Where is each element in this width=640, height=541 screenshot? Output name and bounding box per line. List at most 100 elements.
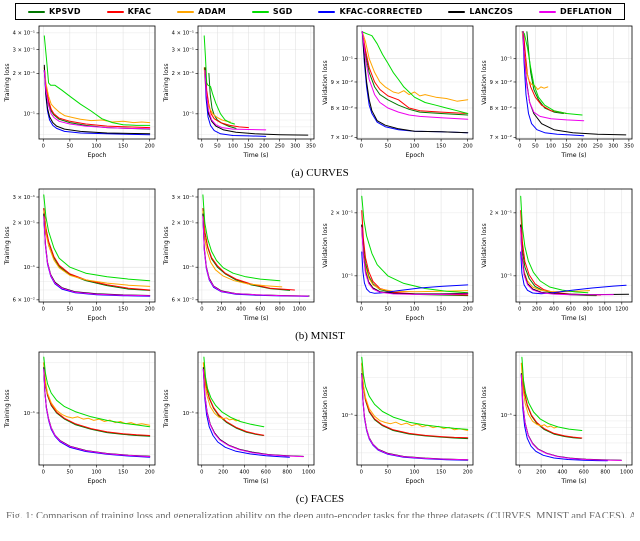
plot-canvas: 0 200 400 600 800 1000 1200 2 × 10⁻¹ 10⁻¹ Time (s…	[481, 188, 633, 322]
series-line-kfac	[361, 31, 469, 114]
x-tick-label: 200	[463, 470, 473, 476]
series-line-kfac-corrected	[43, 216, 151, 297]
legend-item-kpsvd: KPSVD	[28, 7, 81, 16]
series-line-deflation	[520, 374, 622, 461]
x-tick-label: 150	[436, 307, 446, 313]
x-tick-label: 800	[282, 470, 292, 476]
x-tick-label: 150	[436, 144, 446, 150]
series-line-lanczos	[361, 224, 469, 295]
x-tick-label: 100	[410, 470, 420, 476]
plot-canvas: 0 50 100 150 200 250 300 350 10⁻¹ 9 × 10⁻² 8 × 10⁻…	[481, 25, 634, 159]
series-line-kfac	[520, 210, 602, 296]
plot-frame	[515, 188, 633, 303]
x-tick-label: 250	[593, 144, 603, 150]
plot-frame	[197, 188, 315, 303]
series-line-kpsvd	[361, 31, 469, 116]
series-line-sgd	[361, 195, 469, 294]
y-tick-label: 8 × 10⁻²	[490, 106, 512, 112]
figure-caption-clipped: Fig. 1: Comparison of training loss and …	[6, 510, 634, 518]
series-line-sgd	[361, 31, 469, 114]
x-tick-label: 200	[532, 307, 542, 313]
series-line-adam	[43, 67, 151, 124]
x-tick-label: 0	[42, 144, 45, 150]
x-axis-label: Time (s)	[560, 315, 586, 322]
plot-frame	[515, 351, 633, 466]
y-axis-label: Validation loss	[481, 60, 488, 104]
row-caption-faces: (c) FACES	[295, 493, 345, 505]
legend-label: SGD	[272, 7, 293, 16]
series-line-deflation	[43, 216, 151, 297]
x-tick-label: 100	[92, 144, 102, 150]
y-tick-label: 3 × 10⁻¹	[13, 195, 35, 201]
plot-canvas: 0 50 100 150 200 2 × 10⁻¹ 10⁻¹ Epoch Validation …	[322, 188, 474, 322]
x-tick-label: 150	[118, 307, 128, 313]
y-tick-label: 3 × 10⁻¹	[172, 47, 194, 53]
x-tick-label: 50	[532, 144, 539, 150]
y-tick-label: 2 × 10⁻¹	[490, 211, 512, 217]
plot-frame	[515, 25, 633, 140]
series-line-deflation	[202, 368, 304, 458]
series-group	[43, 194, 151, 297]
x-tick-label: 200	[463, 144, 473, 150]
x-tick-label: 200	[145, 144, 155, 150]
legend-item-lanczos: LANCZOS	[448, 7, 513, 16]
x-tick-label: 0	[42, 470, 45, 476]
plot-canvas: 0 200 400 600 800 1000 10⁻¹ Time (s) Training lo…	[163, 351, 315, 485]
y-tick-label: 2 × 10⁻¹	[331, 211, 353, 217]
x-tick-label: 350	[624, 144, 634, 150]
adam-line-swatch-icon	[177, 10, 195, 13]
x-tick-label: 800	[583, 307, 593, 313]
legend-label: DEFLATION	[560, 7, 612, 16]
x-tick-label: 150	[562, 144, 572, 150]
series-line-kpsvd	[43, 208, 151, 291]
y-tick-label: 10⁻¹	[342, 274, 353, 280]
y-tick-label: 10⁻¹	[24, 411, 35, 417]
x-tick-label: 400	[558, 470, 568, 476]
plot-faces-training-loss-epoch: 0 50 100 150 200 10⁻¹ Epoch Training loss	[2, 346, 161, 492]
series-group	[361, 31, 469, 134]
series-line-sgd	[203, 356, 265, 428]
x-axis-label: Time (s)	[242, 152, 268, 159]
series-line-deflation	[361, 31, 469, 120]
sgd-line-swatch-icon	[251, 10, 269, 13]
x-tick-label: 600	[261, 470, 271, 476]
series-line-lanczos	[361, 31, 469, 134]
plot-mnist-training-loss-time: 0 200 400 600 800 1000 3 × 10⁻¹ 2 × 10⁻¹ 10⁻¹ 6 ×…	[161, 183, 320, 329]
series-line-kpsvd	[202, 208, 291, 291]
series-line-sgd	[521, 356, 583, 431]
series-group	[202, 194, 310, 297]
legend-label: KPSVD	[49, 7, 81, 16]
series-line-kfac	[361, 210, 469, 296]
plot-frame	[38, 188, 156, 303]
series-group	[521, 31, 627, 137]
x-tick-label: 1200	[615, 307, 628, 313]
y-tick-label: 10⁻¹	[501, 274, 512, 280]
x-tick-label: 0	[200, 144, 203, 150]
x-tick-label: 0	[360, 307, 363, 313]
x-tick-label: 50	[67, 307, 74, 313]
plot-mnist-validation-loss-time: 0 200 400 600 800 1000 1200 2 × 10⁻¹ 10⁻¹ Time (s…	[479, 183, 638, 329]
y-tick-label: 2 × 10⁻¹	[13, 71, 35, 77]
x-tick-label: 100	[410, 307, 420, 313]
x-tick-label: 200	[463, 307, 473, 313]
deflation-line-swatch-icon	[539, 10, 556, 13]
legend-item-deflation: DEFLATION	[539, 7, 612, 16]
y-axis-label: Validation loss	[322, 60, 329, 104]
y-tick-label: 8 × 10⁻²	[331, 106, 353, 112]
x-axis-label: Epoch	[88, 478, 107, 485]
plot-frame	[356, 25, 474, 140]
x-tick-label: 200	[218, 470, 228, 476]
legend-item-kfac: KFAC	[106, 7, 152, 16]
series-group	[361, 195, 469, 297]
series-line-sgd	[43, 356, 151, 428]
series-line-kfac	[205, 67, 249, 129]
x-tick-label: 300	[290, 144, 300, 150]
series-line-sgd	[202, 194, 281, 282]
x-tick-label: 800	[600, 470, 610, 476]
x-axis-label: Time (s)	[560, 478, 586, 485]
plot-frame	[38, 351, 156, 466]
x-tick-label: 100	[92, 307, 102, 313]
figure-row-mnist: 0 50 100 150 200 3 × 10⁻¹ 2 × 10⁻¹ 10⁻¹ 6 × 10⁻²…	[2, 183, 638, 346]
legend-label: LANCZOS	[469, 7, 514, 16]
x-tick-label: 250	[275, 144, 285, 150]
